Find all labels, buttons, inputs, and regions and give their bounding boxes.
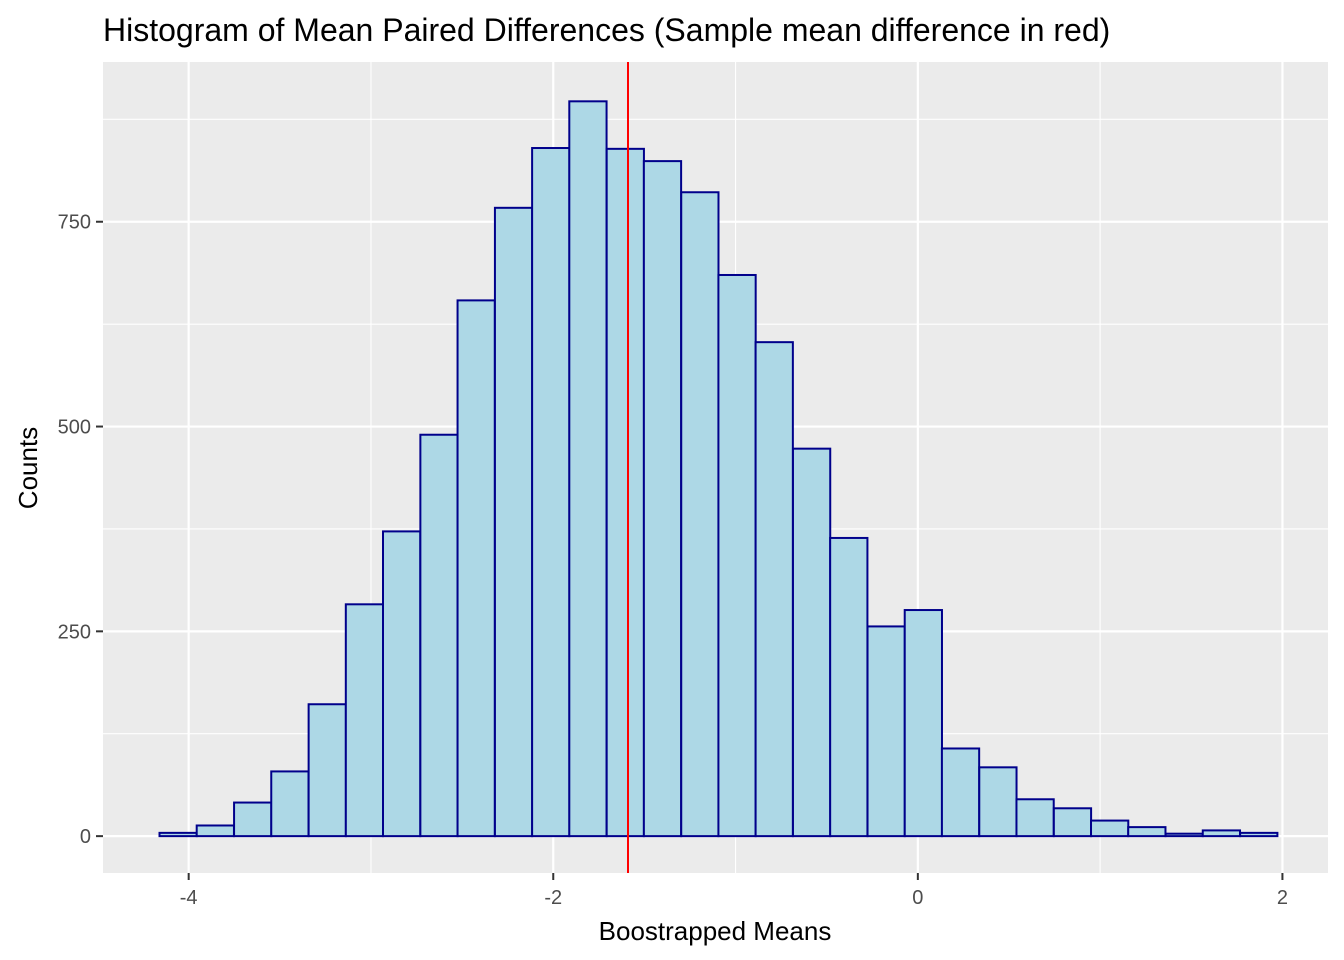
histogram-bar: [978, 766, 1018, 838]
histogram-bar: [1090, 819, 1130, 838]
y-axis-title: Counts: [13, 427, 43, 509]
histogram-bars: [158, 100, 1279, 838]
histogram-bar: [568, 100, 608, 838]
histogram-bar: [307, 703, 347, 838]
histogram-bar: [791, 447, 832, 838]
histogram-bar: [158, 831, 198, 838]
histogram-bar: [270, 770, 310, 838]
y-tick-label: 0: [80, 826, 91, 848]
histogram-bar: [605, 147, 645, 838]
histogram-bar: [680, 191, 720, 838]
histogram-bar: [829, 536, 869, 838]
histogram-bar: [1015, 798, 1055, 838]
x-tick-label: 0: [912, 887, 923, 909]
y-tick-label: 750: [58, 212, 91, 234]
histogram-bar: [233, 801, 273, 838]
x-tick-label: -4: [180, 887, 198, 909]
x-tick-label: 2: [1277, 887, 1288, 909]
histogram-bar: [866, 625, 906, 838]
histogram-bar: [419, 433, 459, 838]
histogram-bar: [1239, 831, 1279, 838]
x-tick-label: -2: [544, 887, 562, 909]
x-axis: -4 -2 0 2: [180, 873, 1288, 909]
y-tick-label: 500: [58, 417, 91, 439]
histogram-bar: [195, 824, 235, 838]
chart-title: Histogram of Mean Paired Differences (Sa…: [103, 12, 1110, 48]
histogram-bar: [1052, 807, 1093, 838]
histogram-bar: [754, 341, 794, 838]
histogram-bar: [493, 206, 534, 838]
histogram-bar: [456, 299, 496, 838]
x-axis-title: Boostrapped Means: [599, 916, 832, 946]
histogram-bar: [903, 609, 943, 838]
histogram-bar: [1127, 826, 1167, 838]
histogram-bar: [382, 530, 422, 838]
histogram-bar: [344, 603, 385, 838]
histogram-bar: [1201, 829, 1242, 838]
histogram-bar: [940, 747, 981, 838]
y-axis: 0 250 500 750: [58, 212, 103, 848]
histogram-bar: [1164, 832, 1204, 838]
histogram-bar: [531, 147, 571, 838]
histogram-bar: [717, 273, 757, 838]
histogram-bar: [642, 160, 683, 838]
y-tick-label: 250: [58, 621, 91, 643]
